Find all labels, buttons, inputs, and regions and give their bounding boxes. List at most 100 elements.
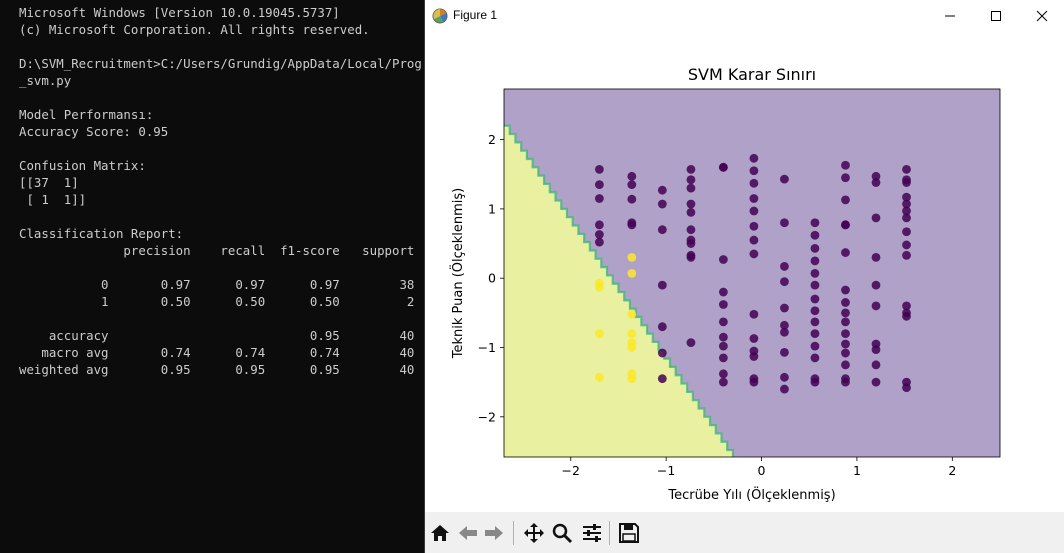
scatter-point-class-0 bbox=[780, 218, 789, 228]
console-line: D:\SVM_Recruitment>C:/Users/Grundig/AppD… bbox=[19, 56, 424, 71]
console-line: Model Performansı: bbox=[19, 107, 154, 122]
scatter-point-class-0 bbox=[657, 374, 667, 384]
y-tick-label: −1 bbox=[478, 340, 496, 355]
scatter-point-class-0 bbox=[718, 287, 728, 297]
scatter-point-class-0 bbox=[841, 339, 850, 349]
scatter-point-class-0 bbox=[871, 280, 881, 290]
console-line bbox=[19, 259, 424, 276]
close-button[interactable] bbox=[1019, 0, 1064, 31]
maximize-icon bbox=[991, 10, 1001, 21]
console-line: 0 0.97 0.97 0.97 38 bbox=[19, 277, 415, 292]
scatter-point-class-0 bbox=[627, 194, 637, 204]
scatter-point-class-0 bbox=[657, 225, 667, 235]
scatter-point-class-0 bbox=[780, 303, 789, 313]
scatter-point-class-0 bbox=[780, 320, 789, 330]
x-tick-label: 0 bbox=[758, 463, 766, 478]
console-line: Classification Report: bbox=[19, 226, 184, 241]
zoom-button[interactable] bbox=[549, 520, 575, 546]
scatter-point-class-0 bbox=[810, 256, 820, 266]
minimize-button[interactable] bbox=[927, 0, 973, 31]
scatter-point-class-1 bbox=[627, 268, 637, 278]
x-tick-label: 1 bbox=[853, 463, 861, 478]
scatter-point-class-0 bbox=[718, 332, 728, 342]
scatter-point-class-0 bbox=[686, 239, 696, 248]
scatter-point-class-0 bbox=[810, 230, 820, 240]
pan-icon bbox=[524, 523, 544, 543]
console-line: _svm.py bbox=[19, 73, 72, 88]
forward-button[interactable] bbox=[481, 520, 507, 546]
scatter-point-class-0 bbox=[594, 194, 604, 203]
scatter-point-class-0 bbox=[871, 178, 881, 187]
scatter-point-class-0 bbox=[810, 306, 820, 316]
scatter-point-class-0 bbox=[686, 175, 696, 185]
scatter-point-class-0 bbox=[871, 213, 881, 223]
scatter-point-class-0 bbox=[749, 153, 759, 163]
maximize-button[interactable] bbox=[973, 0, 1019, 31]
scatter-point-class-0 bbox=[594, 180, 604, 190]
figure-canvas: −2 −1 0 1 2 −2 −1 0 1 2 SVM Karar Sınırı Tecrübe … bbox=[449, 65, 1001, 503]
close-icon bbox=[1036, 10, 1048, 21]
scatter-point-class-0 bbox=[902, 250, 911, 260]
console-line: [ 1 1]] bbox=[19, 192, 87, 207]
scatter-point-class-0 bbox=[902, 206, 911, 216]
console-line bbox=[19, 208, 424, 225]
scatter-point-class-0 bbox=[810, 268, 820, 278]
configure-subplots-button[interactable] bbox=[579, 520, 605, 546]
y-tick-label: 1 bbox=[488, 201, 496, 216]
scatter-point-class-0 bbox=[718, 255, 728, 264]
navigation-toolbar bbox=[425, 512, 1064, 553]
scatter-point-class-0 bbox=[871, 360, 881, 370]
scatter-point-class-0 bbox=[686, 199, 696, 209]
scatter-point-class-0 bbox=[718, 300, 728, 309]
console-line: [[37 1] bbox=[19, 175, 79, 190]
scatter-point-class-0 bbox=[686, 183, 696, 193]
scatter-point-class-0 bbox=[810, 317, 820, 327]
scatter-point-class-0 bbox=[718, 341, 728, 351]
save-button[interactable] bbox=[616, 520, 642, 546]
y-tick-label: 2 bbox=[488, 132, 496, 147]
scatter-point-class-0 bbox=[657, 199, 667, 209]
scatter-point-class-0 bbox=[841, 348, 850, 358]
x-tick-label: −1 bbox=[657, 463, 675, 478]
scatter-point-class-0 bbox=[902, 192, 911, 202]
window-titlebar[interactable]: Figure 1 bbox=[425, 0, 1064, 31]
scatter-point-class-0 bbox=[780, 327, 789, 337]
scatter-point-class-0 bbox=[902, 164, 911, 174]
scatter-point-class-0 bbox=[810, 218, 820, 228]
scatter-point-class-0 bbox=[749, 235, 759, 245]
scatter-point-class-0 bbox=[902, 199, 911, 209]
configure-subplots-icon bbox=[583, 524, 601, 542]
terminal-console[interactable]: Microsoft Windows [Version 10.0.19045.57… bbox=[0, 0, 424, 553]
scatter-point-class-0 bbox=[841, 248, 850, 257]
scatter-point-class-0 bbox=[749, 334, 759, 343]
back-button[interactable] bbox=[455, 520, 481, 546]
scatter-point-class-0 bbox=[810, 341, 820, 351]
decision-boundary bbox=[504, 124, 735, 457]
figure-window: Figure 1 −2 −1 0 1 2 −2 −1 0 1 2 SVM Karar Sınırı… bbox=[424, 0, 1064, 553]
scatter-point-class-0 bbox=[780, 174, 789, 184]
y-axis-label: Teknik Puan (Ölçeklenmiş) bbox=[449, 188, 466, 360]
scatter-point-class-0 bbox=[780, 277, 789, 287]
scatter-point-class-0 bbox=[594, 164, 604, 174]
console-line: weighted avg 0.95 0.95 0.95 40 bbox=[19, 362, 415, 377]
scatter-point-class-0 bbox=[810, 280, 820, 290]
pan-button[interactable] bbox=[521, 520, 547, 546]
back-arrow-icon bbox=[459, 526, 477, 540]
scatter-point-class-0 bbox=[902, 301, 911, 311]
scatter-point-class-0 bbox=[749, 178, 759, 188]
console-line: Accuracy Score: 0.95 bbox=[19, 124, 169, 139]
scatter-point-class-0 bbox=[657, 280, 667, 290]
scatter-point-class-0 bbox=[841, 285, 850, 295]
console-line bbox=[19, 310, 424, 327]
scatter-point-class-0 bbox=[718, 377, 728, 387]
console-line: accuracy 0.95 40 bbox=[19, 328, 415, 343]
scatter-point-class-1 bbox=[627, 309, 637, 319]
home-button[interactable] bbox=[427, 520, 453, 546]
scatter-point-class-0 bbox=[657, 348, 667, 358]
scatter-point-class-0 bbox=[686, 207, 696, 217]
y-tick-label: 0 bbox=[488, 271, 496, 286]
scatter-point-class-0 bbox=[749, 194, 759, 203]
scatter-point-class-0 bbox=[627, 220, 637, 230]
scatter-point-class-0 bbox=[686, 253, 696, 262]
scatter-point-class-0 bbox=[810, 243, 820, 253]
